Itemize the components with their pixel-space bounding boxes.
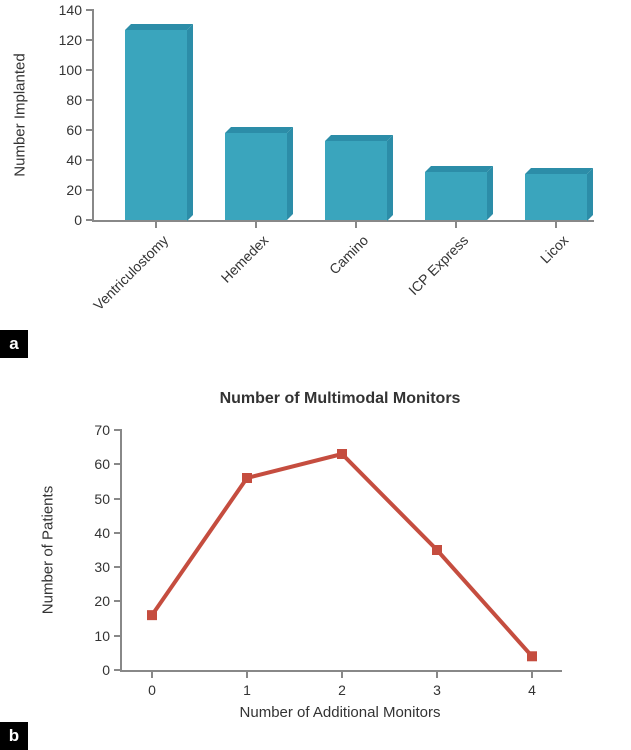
bar-side <box>487 166 493 220</box>
x-tick <box>151 670 153 678</box>
x-tick <box>246 670 248 678</box>
x-tick <box>341 670 343 678</box>
bar <box>225 133 287 220</box>
y-tick <box>86 39 94 41</box>
x-tick-label: Licox <box>537 232 571 266</box>
chart-title-b: Number of Multimodal Monitors <box>220 390 461 408</box>
x-tick-label: ICP Express <box>405 232 471 298</box>
y-tick <box>114 532 122 534</box>
x-tick-label: 0 <box>148 682 156 698</box>
y-tick-label: 100 <box>59 62 82 78</box>
y-tick-label: 50 <box>94 491 110 507</box>
line-marker <box>432 545 442 555</box>
y-tick-label: 60 <box>66 122 82 138</box>
x-tick <box>555 220 557 228</box>
x-tick-label: 4 <box>528 682 536 698</box>
line-chart-svg <box>122 430 562 670</box>
y-axis-title-a: Number Implanted <box>12 53 29 176</box>
y-tick <box>114 635 122 637</box>
line-series <box>152 454 532 656</box>
panel-a: 0 20 40 60 80 100 120 140 Ventriculostomy Hemedex… <box>0 0 631 365</box>
x-tick <box>355 220 357 228</box>
bar <box>525 174 587 221</box>
y-tick-label: 0 <box>74 212 82 228</box>
y-tick <box>114 429 122 431</box>
y-tick <box>114 600 122 602</box>
bar <box>125 30 187 221</box>
x-tick-label: 2 <box>338 682 346 698</box>
line-marker <box>242 473 252 483</box>
panel-b: Number of Multimodal Monitors 0102030405… <box>0 365 631 750</box>
y-tick <box>86 159 94 161</box>
y-tick-label: 40 <box>66 152 82 168</box>
x-tick-label: 1 <box>243 682 251 698</box>
y-tick-label: 40 <box>94 525 110 541</box>
x-tick <box>455 220 457 228</box>
figure-root: 020406080100120140VentriculostomyHemedex… <box>0 0 631 750</box>
bar-side <box>387 135 393 221</box>
line-marker <box>337 449 347 459</box>
y-tick <box>114 669 122 671</box>
x-tick <box>155 220 157 228</box>
bar <box>425 172 487 220</box>
y-tick-label: 70 <box>94 422 110 438</box>
panel-badge-b: b <box>0 722 28 750</box>
panel-badge-a: a <box>0 330 28 358</box>
y-tick <box>86 99 94 101</box>
y-tick-label: 80 <box>66 92 82 108</box>
y-tick <box>114 463 122 465</box>
bar-side <box>287 127 293 220</box>
line-marker <box>527 651 537 661</box>
y-tick-label: 140 <box>59 2 82 18</box>
bar <box>325 141 387 221</box>
y-tick-label: 120 <box>59 32 82 48</box>
y-tick-label: 10 <box>94 628 110 644</box>
y-tick <box>86 129 94 131</box>
x-tick <box>436 670 438 678</box>
y-tick-label: 30 <box>94 559 110 575</box>
y-tick-label: 0 <box>102 662 110 678</box>
bar-side <box>187 24 193 221</box>
y-tick <box>86 9 94 11</box>
y-axis-title-b: Number of Patients <box>40 486 57 614</box>
y-tick-label: 20 <box>66 182 82 198</box>
x-tick <box>531 670 533 678</box>
y-tick <box>114 566 122 568</box>
y-tick <box>86 69 94 71</box>
line-chart-plot-area: 01020304050607001234 <box>120 430 562 672</box>
bar-side <box>587 168 593 221</box>
x-tick-label: Hemedex <box>218 232 272 286</box>
x-axis-title-b: Number of Additional Monitors <box>240 704 441 721</box>
x-tick <box>255 220 257 228</box>
y-tick <box>86 219 94 221</box>
y-tick-label: 60 <box>94 456 110 472</box>
bar-chart-plot-area: 020406080100120140VentriculostomyHemedex… <box>92 10 594 222</box>
y-tick-label: 20 <box>94 593 110 609</box>
y-tick <box>86 189 94 191</box>
y-tick <box>114 498 122 500</box>
x-tick-label: 3 <box>433 682 441 698</box>
x-tick-label: Ventriculostomy <box>90 232 171 313</box>
line-marker <box>147 610 157 620</box>
x-tick-label: Camino <box>326 232 371 277</box>
